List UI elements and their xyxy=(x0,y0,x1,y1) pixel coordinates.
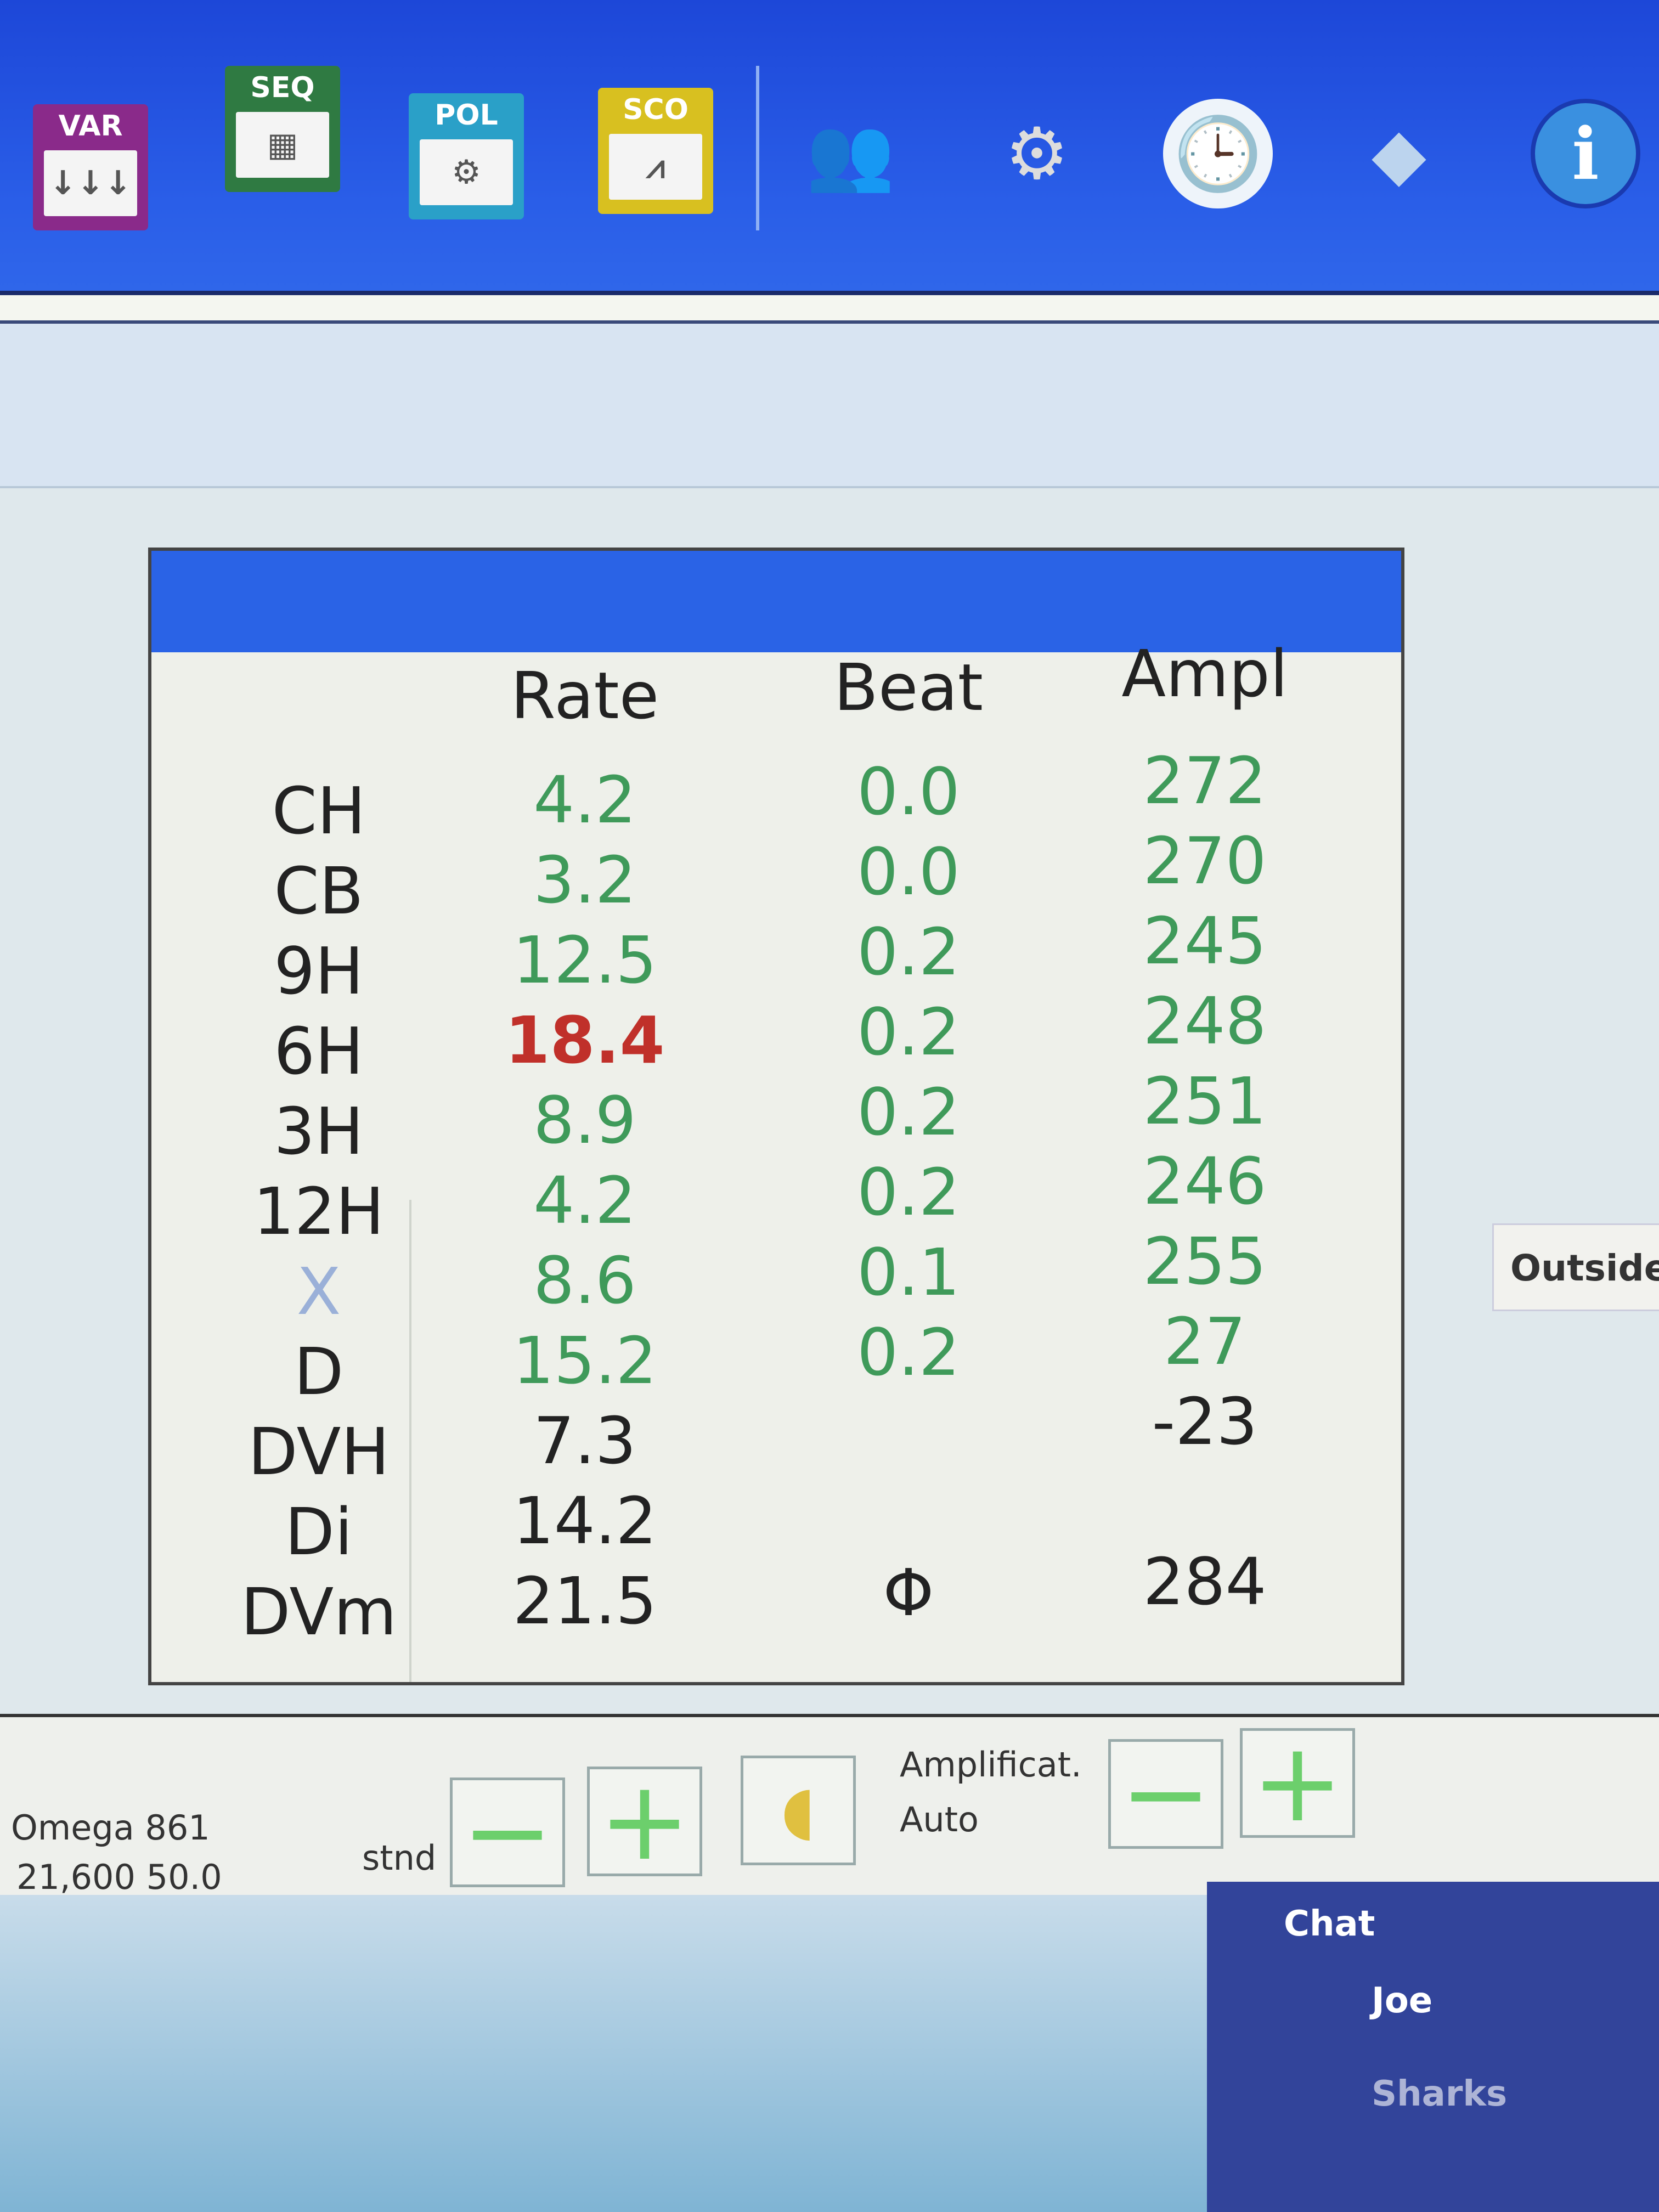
row-label: DVm xyxy=(240,1574,397,1650)
rate-value: 3.2 xyxy=(533,842,636,918)
amplificat-label: Amplificat. xyxy=(900,1745,1082,1785)
window-title-bar[interactable] xyxy=(151,551,1401,652)
ampl-value: 270 xyxy=(1143,823,1267,899)
row-label: Di xyxy=(285,1494,353,1570)
rate-value: 8.9 xyxy=(533,1082,636,1158)
var-icon[interactable]: VAR ↓↓↓ xyxy=(33,104,148,230)
beat-value: Φ xyxy=(883,1555,934,1630)
beat-value: 0.2 xyxy=(857,994,960,1070)
beat-value: 0.1 xyxy=(857,1234,960,1310)
minus-button[interactable]: − xyxy=(450,1778,565,1887)
ampl-value: 255 xyxy=(1143,1223,1267,1299)
rate-value: 12.5 xyxy=(512,922,657,998)
plus-button[interactable]: + xyxy=(587,1767,702,1876)
rate-value: 8.6 xyxy=(533,1243,636,1318)
ampl-value: 245 xyxy=(1143,903,1267,979)
row-label: 6H xyxy=(274,1013,364,1089)
users-icon[interactable]: 👥 xyxy=(806,111,895,195)
beat-value: 0.2 xyxy=(857,1154,960,1230)
row-label: CH xyxy=(272,773,366,849)
beat-value: 0.0 xyxy=(857,834,960,910)
row-label: 3H xyxy=(274,1093,364,1169)
ampl-value: 248 xyxy=(1143,983,1267,1059)
beat-value: 0.2 xyxy=(857,914,960,990)
ampl-value: 251 xyxy=(1143,1063,1267,1139)
column-divider xyxy=(409,1200,411,1682)
ampl-value: 246 xyxy=(1143,1143,1267,1219)
settings-gear-icon[interactable]: ⚙ xyxy=(1005,112,1069,195)
row-label: D xyxy=(294,1334,344,1409)
pill-icon[interactable]: ◖ xyxy=(741,1756,856,1865)
sco-icon[interactable]: SCO ⩘ xyxy=(598,88,713,214)
row-label: 9H xyxy=(274,933,364,1009)
ampl-plus-button[interactable]: + xyxy=(1240,1728,1355,1838)
rate-value: 15.2 xyxy=(512,1323,657,1398)
rate-value: 21.5 xyxy=(512,1563,657,1639)
beat-value: 0.0 xyxy=(857,754,960,830)
row-label: DVH xyxy=(247,1414,390,1489)
rate-value: 14.2 xyxy=(512,1483,657,1559)
bottom-controls: Omega 861 21,600 50.0 stnd − + ◖ Amplifi… xyxy=(0,1714,1659,1897)
rate-value: 18.4 xyxy=(505,1002,665,1078)
beat-value: 0.2 xyxy=(857,1074,960,1150)
ampl-value: 284 xyxy=(1143,1544,1267,1620)
seq-icon[interactable]: SEQ ▦ xyxy=(225,66,340,192)
rate-value: 7.3 xyxy=(533,1403,636,1479)
toolbar: VAR ↓↓↓ SEQ ▦ POL ⚙ SCO ⩘ 👥 ⚙ 🕒 ◆ i xyxy=(0,0,1659,291)
mode-label: stnd xyxy=(362,1838,437,1878)
clock-icon[interactable]: 🕒 xyxy=(1163,99,1273,208)
rate-value: 4.2 xyxy=(533,1163,636,1238)
chat-panel: Chat Joe Sharks xyxy=(1207,1882,1659,2212)
info-icon[interactable]: i xyxy=(1531,99,1640,208)
ampl-value: 272 xyxy=(1143,743,1267,819)
ampl-minus-button[interactable]: − xyxy=(1108,1739,1223,1849)
row-label: CB xyxy=(274,853,364,929)
outside-label: Outside xyxy=(1492,1223,1659,1311)
header-beat: Beat xyxy=(833,650,984,725)
beat-value: 0.2 xyxy=(857,1314,960,1390)
ampl-value: -23 xyxy=(1152,1384,1258,1459)
toolbar-separator xyxy=(756,66,759,230)
readings-window: Rate Beat Ampl CH 4.2 0.0 272 CB 3.2 0.0 270 9H 12.5… xyxy=(148,548,1404,1685)
header-ampl: Ampl xyxy=(1121,636,1288,712)
chat-user-joe[interactable]: Joe xyxy=(1372,1980,1433,2021)
device-values: 21,600 50.0 xyxy=(16,1857,222,1897)
window-strip xyxy=(0,291,1659,324)
header-band xyxy=(0,324,1659,488)
chat-title: Chat xyxy=(1284,1904,1375,1944)
drop-icon[interactable]: ◆ xyxy=(1372,112,1426,195)
row-label: 12H xyxy=(253,1173,385,1249)
pol-icon[interactable]: POL ⚙ xyxy=(409,93,524,219)
row-label: X xyxy=(296,1254,341,1329)
ampl-value: 27 xyxy=(1163,1304,1246,1379)
rate-value: 4.2 xyxy=(533,762,636,838)
chat-user-2[interactable]: Sharks xyxy=(1372,2074,1508,2114)
amplificat-value: Auto xyxy=(900,1799,979,1839)
device-name: Omega 861 xyxy=(11,1808,210,1848)
header-rate: Rate xyxy=(510,658,659,733)
